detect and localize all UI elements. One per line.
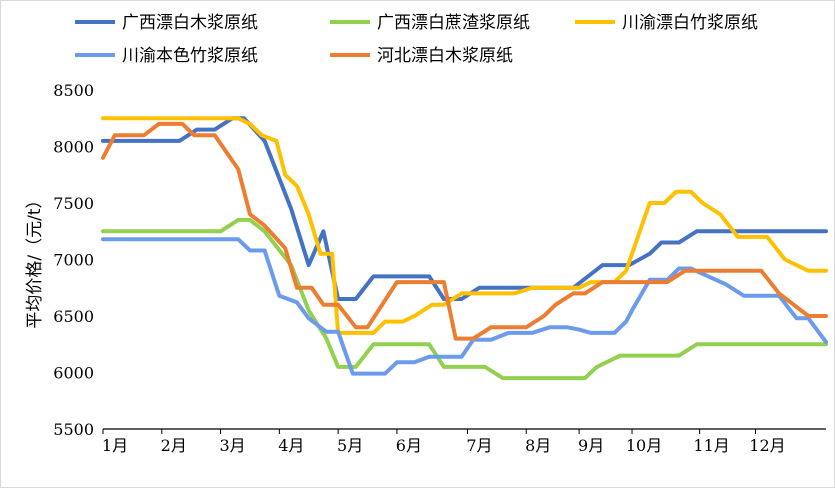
y-axis-ticks: 5500 6000 6500 7000 7500 8000 8500 (53, 81, 94, 439)
y-tick-label: 8500 (53, 81, 94, 100)
legend-label-3: 川渝本色竹浆原纸 (122, 46, 258, 66)
x-tick-label: 11月 (693, 436, 729, 455)
x-tick-label: 5月 (337, 436, 363, 455)
legend-label-1: 广西漂白蔗渣浆原纸 (377, 13, 530, 33)
series-lines (101, 116, 828, 381)
y-tick-label: 7000 (53, 251, 94, 270)
series-line-1 (101, 217, 828, 381)
y-tick-label: 8000 (53, 138, 94, 157)
legend-label-2: 川渝漂白竹浆原纸 (622, 13, 758, 33)
x-tick-label: 1月 (102, 436, 128, 455)
series-line-0 (101, 116, 828, 301)
x-tick-label: 3月 (219, 436, 245, 455)
legend-label-4: 河北漂白木浆原纸 (377, 46, 513, 66)
y-tick-label: 7500 (53, 194, 94, 213)
x-axis-ticks: 1月 2月 3月 4月 5月 6月 7月 8月 9月 10月 11月 12月 (102, 429, 786, 455)
x-tick-label: 4月 (278, 436, 304, 455)
x-tick-label: 8月 (525, 436, 551, 455)
x-tick-label: 6月 (396, 436, 422, 455)
y-tick-label: 5500 (53, 420, 94, 439)
x-tick-label: 12月 (749, 436, 785, 455)
series-line-4 (101, 121, 828, 341)
x-tick-label: 2月 (161, 436, 187, 455)
x-tick-label: 10月 (626, 436, 662, 455)
series-line-2 (101, 116, 828, 335)
y-tick-label: 6000 (53, 364, 94, 383)
x-tick-label: 9月 (578, 436, 604, 455)
series-line-3 (101, 237, 828, 376)
y-tick-label: 6500 (53, 307, 94, 326)
y-axis-label: 平均价格/（元/t） (25, 191, 45, 328)
legend-label-0: 广西漂白木浆原纸 (122, 13, 258, 33)
x-tick-label: 7月 (466, 436, 492, 455)
